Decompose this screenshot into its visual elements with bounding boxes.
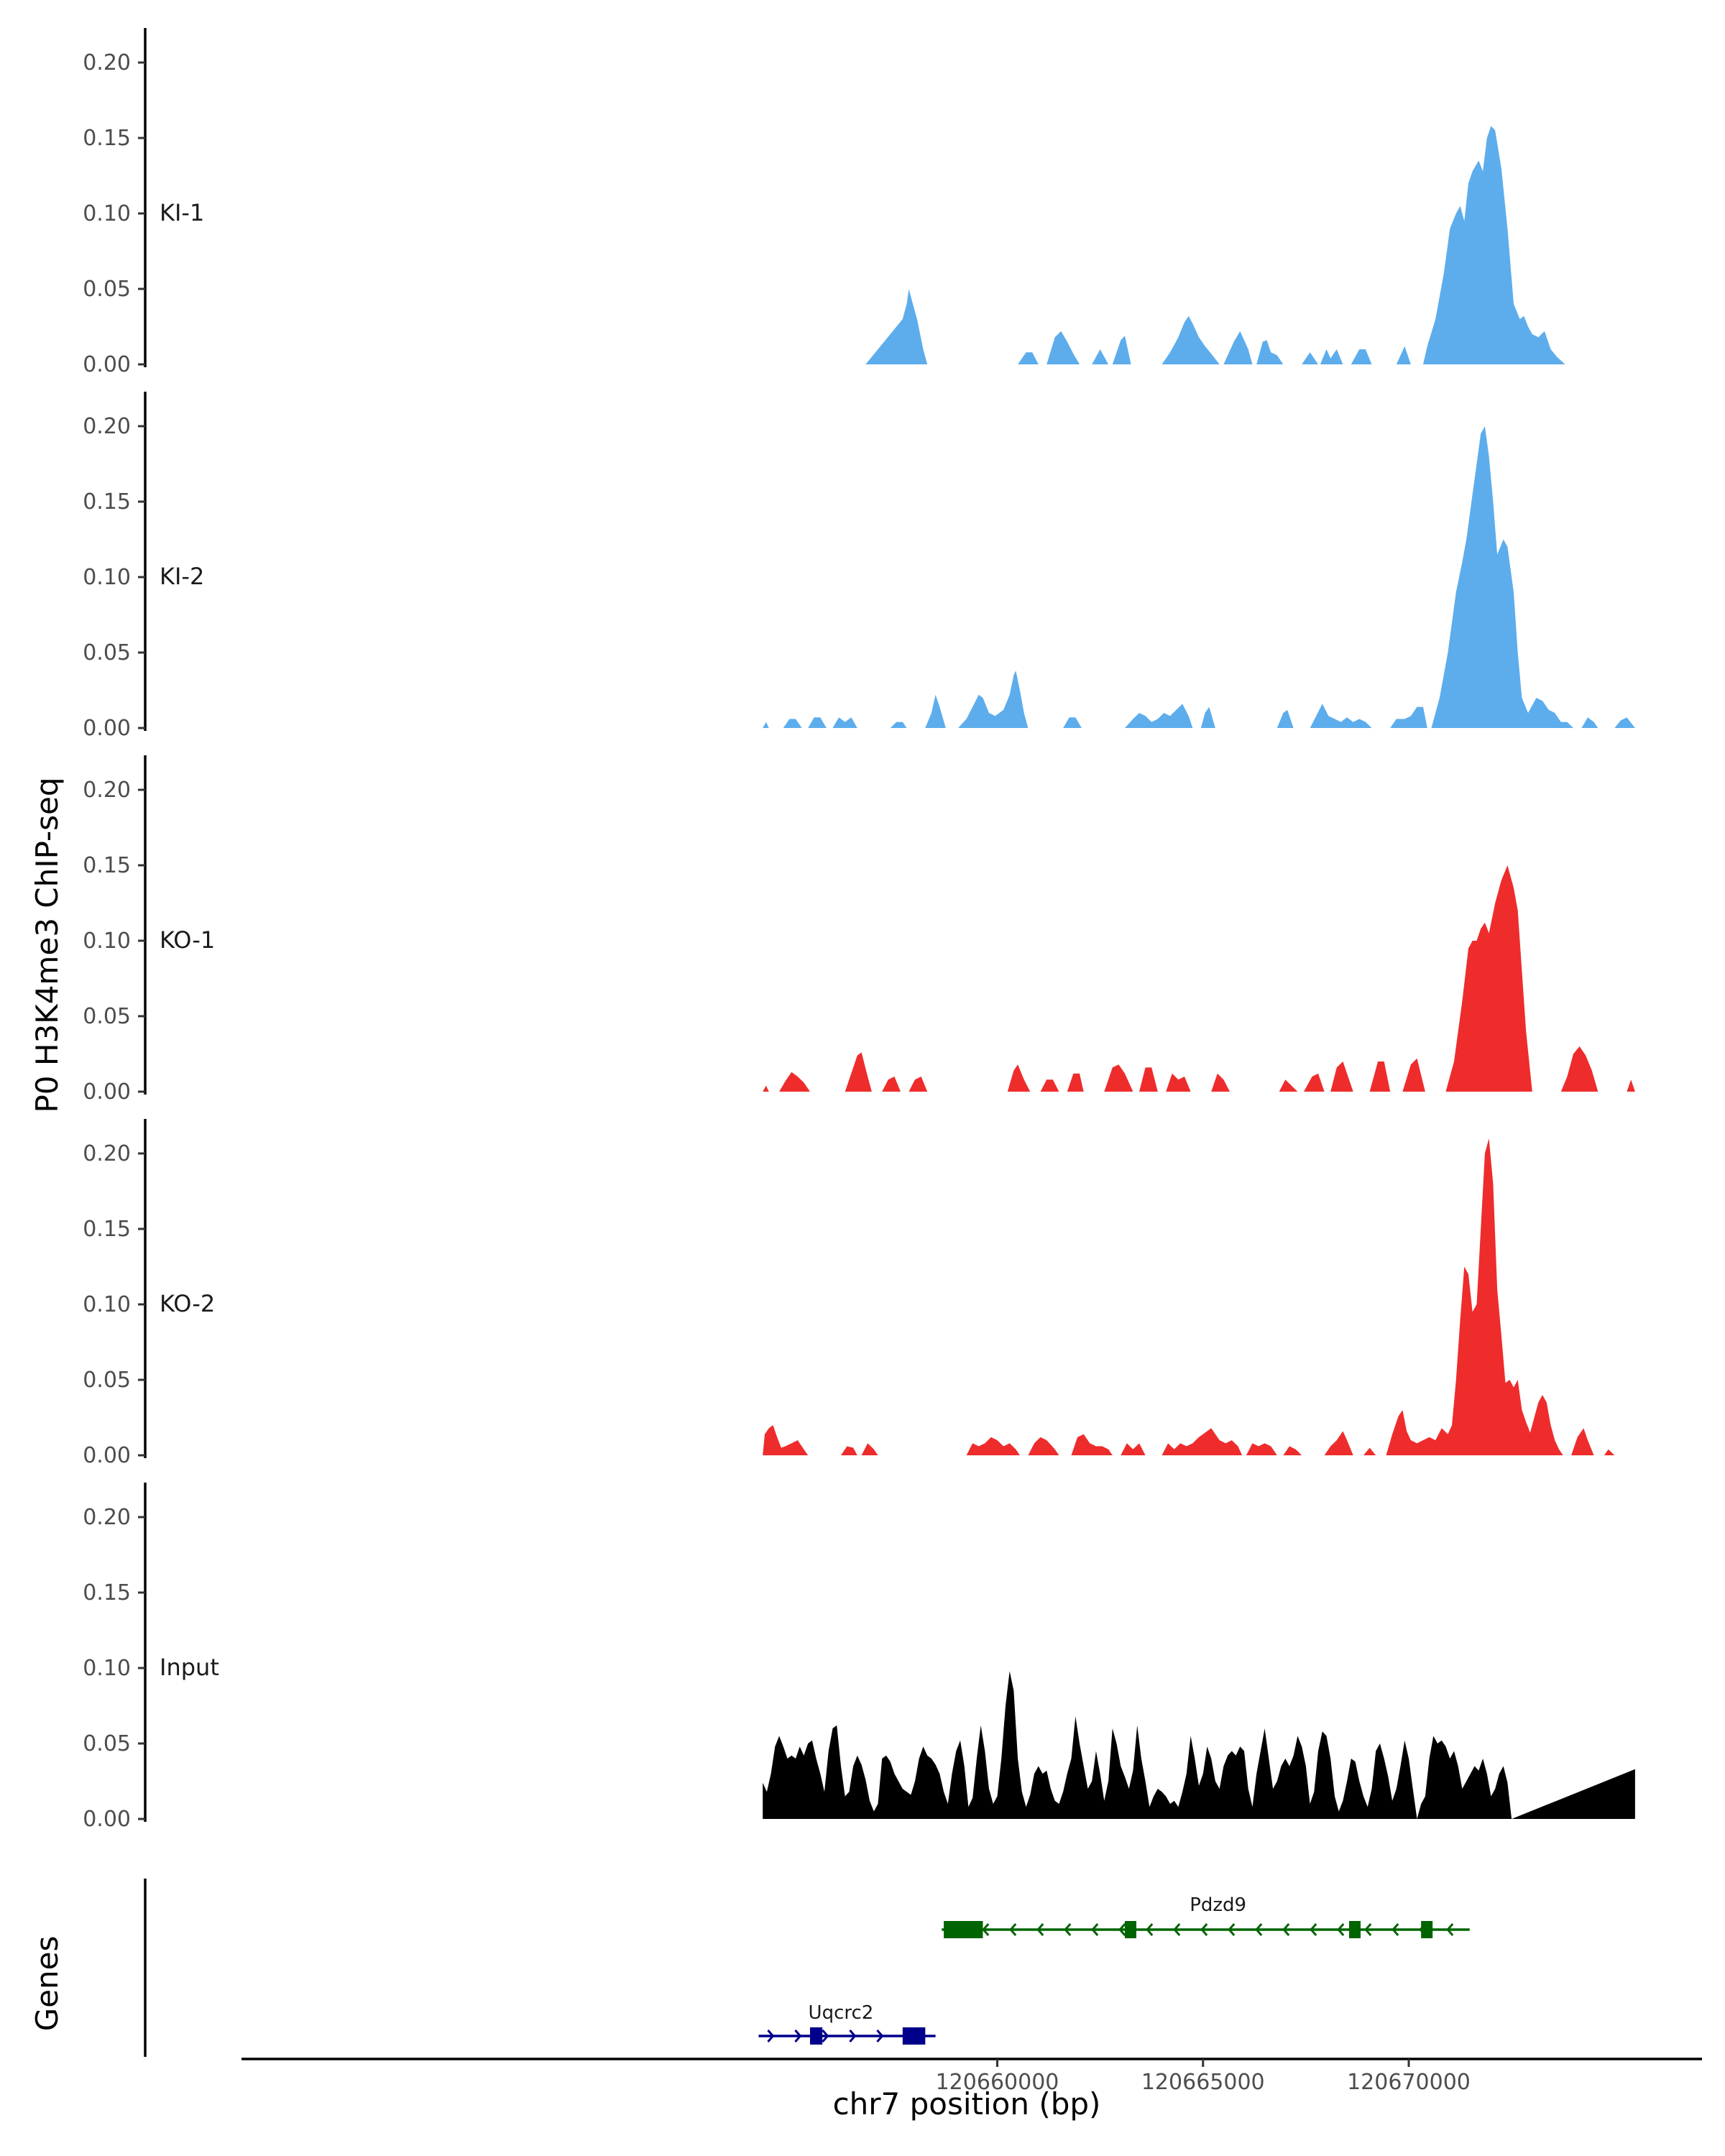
y-tick-label: 0.20 [83,1505,131,1530]
y-tick-label: 0.15 [83,126,131,151]
strand-arrow [1146,1923,1154,1936]
strand-arrow [1118,1923,1126,1936]
y-tick-label: 0.00 [83,716,131,741]
y-tick-label: 0.10 [83,1656,131,1681]
strand-arrow [1255,1923,1263,1936]
coverage-area-input [763,1671,1635,1819]
gene-exon [1124,1921,1136,1938]
gene-exon [902,2027,926,2045]
y-axis-title: P0 H3K4me3 ChIP-seq [29,777,65,1112]
strand-arrow [1036,1923,1044,1936]
strand-arrow [1392,1923,1399,1936]
coverage-area-ko-2 [763,1138,1615,1455]
y-tick-label: 0.10 [83,201,131,226]
y-tick-label: 0.05 [83,1004,131,1029]
strand-arrow [1091,1923,1099,1936]
strand-arrow [1446,1923,1454,1936]
strand-arrow [767,2030,775,2042]
strand-arrow [982,1923,990,1936]
strand-arrow [1064,1923,1072,1936]
y-tick-label: 0.10 [83,565,131,590]
track-ki-1: 0.00 0.05 0.10 0.15 0.20 KI-1 [83,28,1565,377]
y-tick-label: 0.00 [83,352,131,377]
coverage-area-ki-1 [865,126,1565,364]
track-ko-1: 0.00 0.05 0.10 0.15 0.20 KO-1 [83,755,1635,1105]
strand-arrow [1282,1923,1290,1936]
y-tick-label: 0.00 [83,1079,131,1105]
gene-label: Uqcrc2 [809,2002,874,2024]
y-tick-label: 0.05 [83,277,131,302]
x-tick-label: 120665000 [1141,2070,1265,2095]
strand-arrow [1364,1923,1372,1936]
x-tick-label: 120660000 [936,2070,1059,2095]
strand-arrow [849,2030,857,2042]
y-tick-label: 0.20 [83,778,131,803]
genes-axis-title: Genes [29,1936,65,2032]
track-label: Input [160,1654,219,1681]
y-tick-label: 0.15 [83,853,131,878]
track-label: KO-1 [160,926,215,954]
track-ki-2: 0.00 0.05 0.10 0.15 0.20 KI-2 [83,392,1635,741]
gene-exon [1421,1921,1433,1938]
y-tick-label: 0.10 [83,1292,131,1317]
track-label: KI-1 [160,199,204,226]
strand-arrow [1337,1923,1345,1936]
genes-panel: Pdzd9 Uqcrc2 [144,1879,1470,2057]
strand-arrow [1228,1923,1236,1936]
y-tick-label: 0.05 [83,1368,131,1393]
y-tick-label: 0.05 [83,640,131,665]
strand-arrow [1009,1923,1017,1936]
y-tick-label: 0.15 [83,489,131,515]
coverage-tracks: 0.00 0.05 0.10 0.15 0.20 KI-1 0.00 0.05 0.10 0.15… [83,28,1635,1832]
y-tick-label: 0.20 [83,1141,131,1166]
y-tick-label: 0.20 [83,50,131,75]
track-ko-2: 0.00 0.05 0.10 0.15 0.20 KO-2 [83,1119,1615,1468]
gene-exon [810,2027,823,2045]
x-axis-title: chr7 position (bp) [833,2086,1101,2122]
gene-pdzd9: Pdzd9 [942,1894,1470,1938]
y-tick-label: 0.10 [83,929,131,954]
gene-exon [1348,1921,1361,1938]
x-tick-label: 120670000 [1347,2070,1471,2095]
coverage-area-ki-2 [763,426,1635,728]
track-label: KI-2 [160,563,204,590]
gene-exon [944,1921,983,1938]
gene-uqcrc2: Uqcrc2 [758,2002,936,2045]
y-tick-label: 0.00 [83,1443,131,1468]
strand-arrow [822,2030,829,2042]
track-label: KO-2 [160,1290,215,1317]
y-tick-label: 0.15 [83,1580,131,1606]
x-axis: 120660000 120665000 120670000 [242,2058,1702,2095]
track-input: 0.00 0.05 0.10 0.15 0.20 Input [83,1483,1635,1832]
strand-arrow [794,2030,802,2042]
coverage-area-ko-1 [763,865,1635,1092]
y-tick-label: 0.20 [83,414,131,439]
strand-arrow [1310,1923,1317,1936]
strand-arrow [876,2030,884,2042]
strand-arrow [1173,1923,1181,1936]
strand-arrow [1200,1923,1208,1936]
y-tick-label: 0.00 [83,1807,131,1832]
gene-label: Pdzd9 [1190,1894,1246,1916]
y-tick-label: 0.05 [83,1731,131,1756]
y-tick-label: 0.15 [83,1217,131,1242]
